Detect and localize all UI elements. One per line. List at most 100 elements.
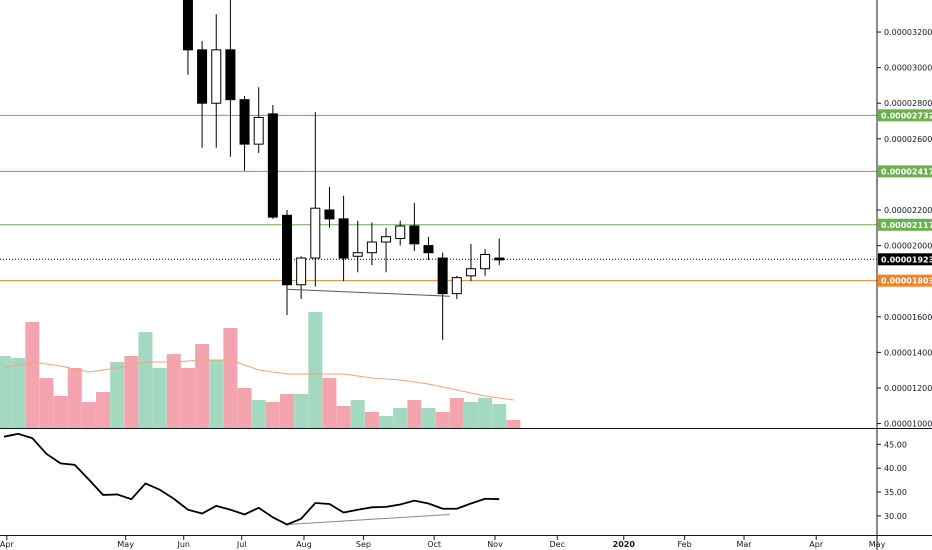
price-badge [878, 274, 932, 287]
rsi-line [3, 432, 500, 526]
candle-body [480, 253, 491, 270]
time-axis-label: Apr [809, 540, 824, 549]
candle-body [338, 218, 349, 259]
volume-bar [364, 412, 379, 428]
time-axis-label: Apr [0, 540, 14, 549]
candle-body [381, 236, 392, 243]
time-axis-label: May [117, 540, 134, 549]
candle-body [211, 49, 222, 104]
time-axis-label: May [869, 540, 886, 549]
price-badge [878, 218, 932, 231]
volume-bar [421, 408, 436, 428]
volume-bar [124, 356, 139, 428]
candle-body [366, 241, 377, 254]
volume-bar [96, 392, 111, 428]
volume-bar [67, 368, 82, 428]
candle-body [395, 225, 406, 239]
volume-bar [251, 400, 266, 428]
rsi-axis-label: 30.00 [884, 512, 907, 521]
volume-bar [11, 358, 26, 428]
time-axis-label: Aug [296, 540, 312, 549]
price-axis-label: 0.00002000 [884, 242, 932, 251]
volume-bar [180, 368, 195, 428]
time-axis-label: Oct [427, 540, 441, 549]
candle-body [423, 245, 434, 254]
time-axis-label: Dec [550, 540, 565, 549]
volume-bar [492, 404, 507, 428]
price-badge-label: 0.00002732 [881, 111, 932, 120]
volume-bar [449, 398, 464, 428]
volume-bar [81, 402, 96, 428]
candle-body [437, 257, 448, 295]
volume-bar [223, 328, 238, 428]
rsi-pane [3, 432, 500, 526]
rsi-axis-label: 40.00 [884, 464, 907, 473]
volume-pane [0, 312, 521, 428]
volume-bar [322, 378, 337, 428]
trendlines [286, 288, 450, 525]
price-axis-label: 0.00003000 [884, 64, 932, 73]
volume-bar [110, 362, 125, 428]
price-axis-label: 0.00001000 [884, 420, 932, 429]
volume-bar [407, 400, 422, 428]
candle-body [310, 207, 321, 259]
price-axis-label: 0.00002200 [884, 206, 932, 215]
price-badge-label: 0.00001923 [881, 255, 932, 264]
time-axis-label: Sep [356, 540, 371, 549]
time-axis-label: Nov [487, 540, 503, 549]
volume-bar [463, 402, 478, 428]
price-axis-label: 0.00001600 [884, 313, 932, 322]
volume-bar [280, 394, 294, 428]
price-badge-label: 0.00001803 [881, 277, 932, 286]
candle-body [282, 214, 292, 286]
time-axis-label: Jun [176, 540, 190, 549]
volume-bar [350, 400, 365, 428]
candle-body [267, 113, 278, 218]
candle-body [253, 116, 264, 145]
candlestick-series [182, 0, 505, 340]
price-badge [878, 253, 932, 266]
price-badge-label: 0.00002417 [881, 167, 932, 176]
candle-body [451, 277, 462, 295]
volume-bar [506, 420, 521, 428]
volume-bar [195, 344, 210, 428]
price-badge-label: 0.00002117 [881, 221, 932, 230]
volume-ma-line [3, 359, 514, 401]
volume-bar [393, 408, 408, 428]
candle-body [182, 0, 193, 51]
volume-bar [39, 378, 54, 428]
volume-bar [138, 332, 153, 428]
candle-body [239, 99, 250, 145]
time-axis-label: Jul [236, 540, 247, 549]
candle-body [409, 225, 420, 245]
volume-bar [435, 412, 450, 428]
time-axis-label: Mar [736, 540, 752, 549]
candle-body [225, 49, 236, 101]
time-axis-label: Feb [678, 540, 692, 549]
volume-bar [237, 388, 252, 428]
rsi-axis-label: 45.00 [884, 440, 907, 449]
volume-bar [209, 360, 224, 428]
time-axis-label: 2020 [613, 540, 636, 549]
candle-body [296, 257, 307, 286]
rsi-trendline [286, 513, 450, 525]
price-badge [878, 165, 932, 178]
volume-bar [294, 394, 309, 428]
volume-bar [25, 322, 40, 428]
price-axis-label: 0.00001400 [884, 348, 932, 357]
price-axis-label: 0.00002600 [884, 135, 932, 144]
price-badge [878, 109, 932, 122]
volume-bar [53, 396, 68, 428]
volume-bar [0, 356, 11, 428]
volume-bar [379, 416, 394, 428]
volume-bar [166, 354, 181, 428]
candle-body [465, 268, 476, 277]
volume-bar [336, 406, 351, 428]
rsi-axis-label: 35.00 [884, 488, 907, 497]
volume-bar [265, 402, 280, 428]
volume-bar [308, 312, 323, 428]
price-axis-label: 0.00003200 [884, 28, 932, 37]
price-axis-label: 0.00001200 [884, 384, 932, 393]
